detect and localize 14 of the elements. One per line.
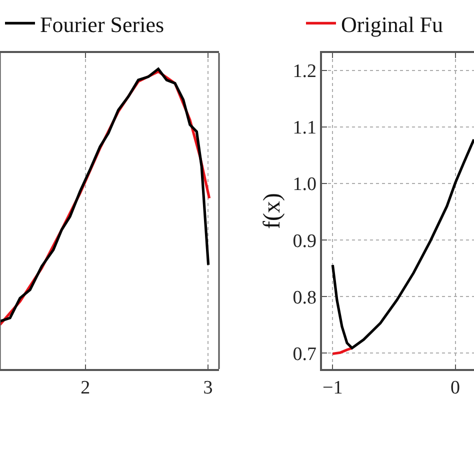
y-tick-label: 1.2 <box>292 61 316 82</box>
legend-label: Original Fu <box>340 12 444 37</box>
y-tick-label: 1.0 <box>292 174 316 196</box>
x-tick-label: −1 <box>322 378 343 399</box>
legend-label: Fourier Series <box>40 12 164 37</box>
y-tick-label: 0.8 <box>292 287 316 308</box>
x-tick-label: 0 <box>450 378 460 399</box>
x-tick-label: 3 <box>203 378 213 399</box>
y-axis-title: f(x) <box>259 193 286 229</box>
y-tick-label: 0.7 <box>292 344 316 365</box>
x-tick-label: 2 <box>80 378 90 399</box>
y-tick-label: 1.1 <box>292 118 316 139</box>
y-tick-label: 0.9 <box>292 230 316 252</box>
line-series <box>331 138 474 350</box>
